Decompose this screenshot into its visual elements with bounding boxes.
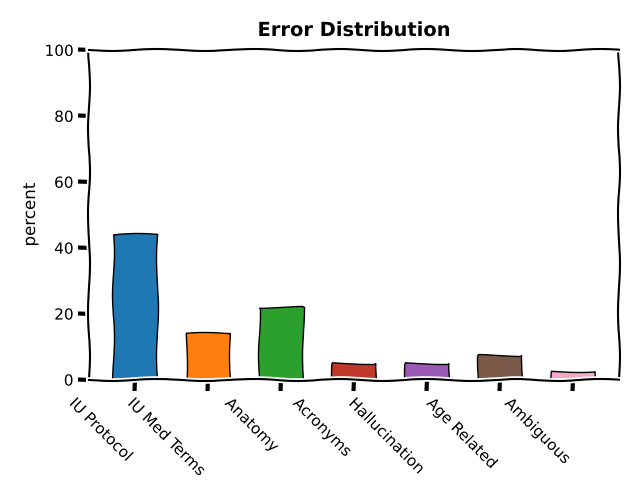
Y-axis label: percent: percent	[21, 183, 39, 246]
Bar	[259, 307, 303, 380]
Bar	[551, 372, 595, 380]
Bar	[405, 363, 449, 380]
Bar	[478, 355, 522, 380]
Bar	[113, 234, 157, 380]
Bar	[332, 363, 376, 380]
Bar	[186, 334, 230, 380]
Title: Error Distribution: Error Distribution	[257, 21, 451, 40]
